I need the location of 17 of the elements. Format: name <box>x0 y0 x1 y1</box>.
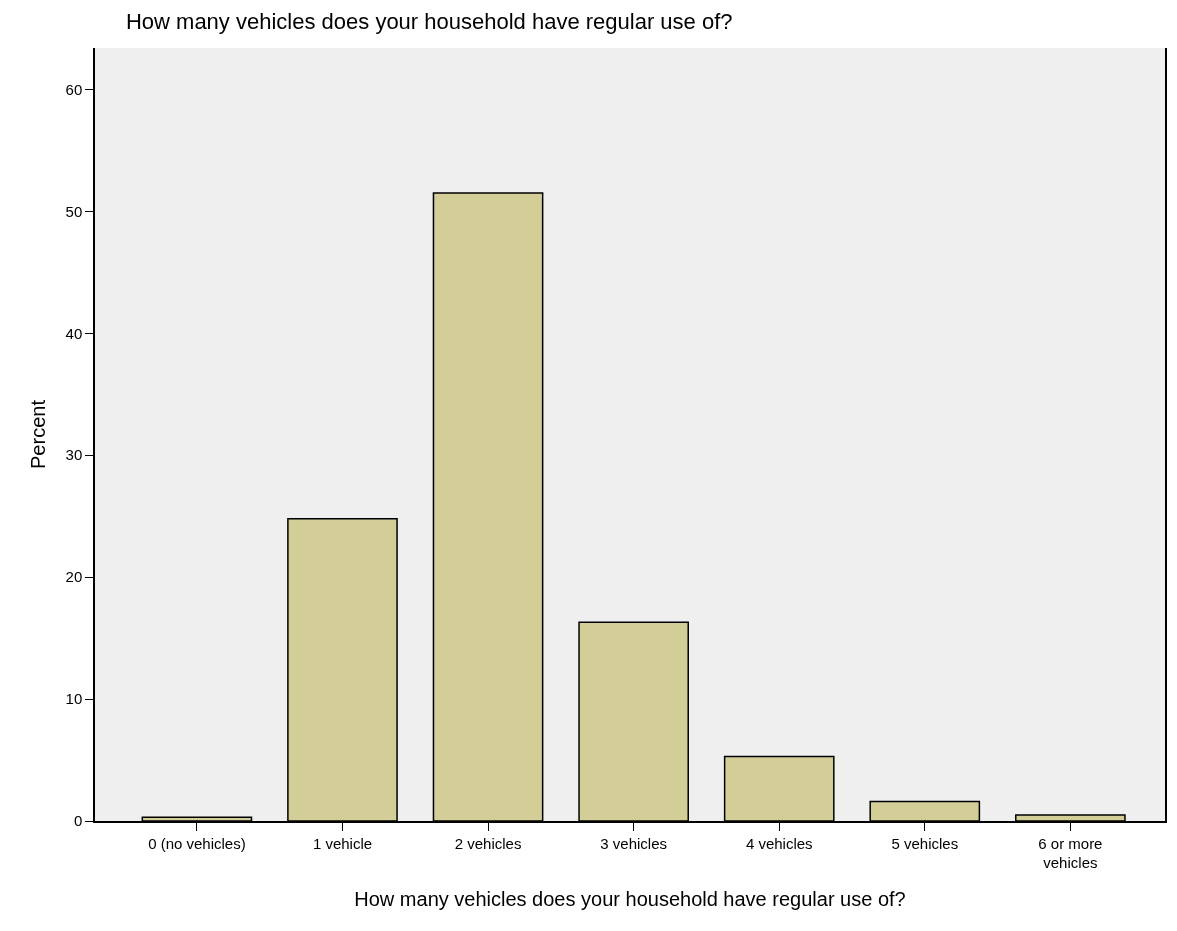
x-tick-label: 0 (no vehicles) <box>148 834 246 852</box>
x-tick-label: 1 vehicle <box>312 834 373 852</box>
y-tick-label: 30 <box>65 446 83 464</box>
y-tick-label: 40 <box>65 324 83 342</box>
y-tick-label: 20 <box>65 568 83 586</box>
x-tick-label: 4 vehicles <box>745 834 813 852</box>
x-tick-label: 5 vehicles <box>891 834 959 852</box>
y-tick-label: 0 <box>73 812 83 830</box>
y-axis-title: Percent <box>26 399 49 469</box>
x-axis-title: How many vehicles does your household have regular use of? <box>354 888 906 911</box>
x-tick-label: 6 or more vehicles <box>1038 834 1103 872</box>
y-tick-label: 60 <box>65 80 83 98</box>
y-tick-label: 10 <box>65 690 83 708</box>
x-tick-label: 2 vehicles <box>454 834 522 852</box>
y-tick-label: 50 <box>65 202 83 220</box>
chart-title: How many vehicles does your household have regular use of? <box>125 9 733 35</box>
x-tick-label: 3 vehicles <box>600 834 667 852</box>
